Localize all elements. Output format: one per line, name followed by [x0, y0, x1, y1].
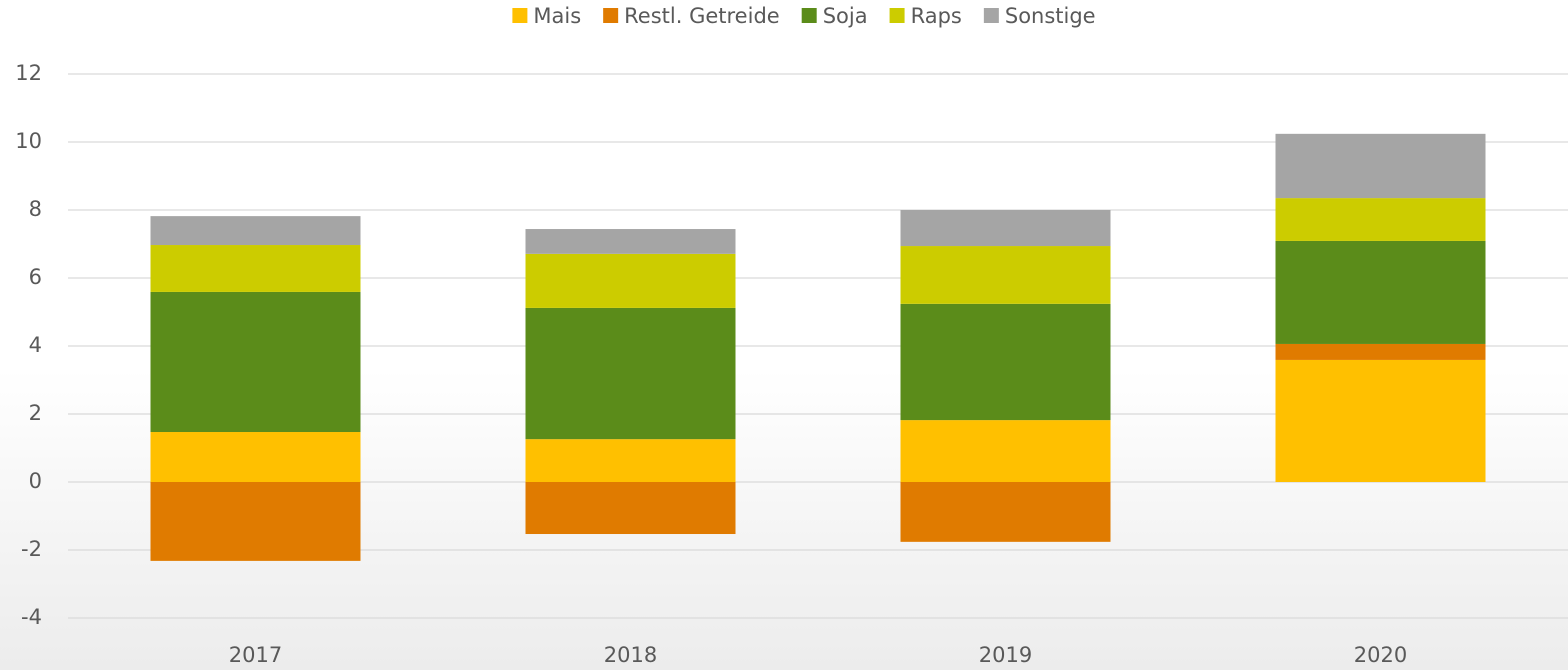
legend-swatch: [889, 8, 905, 23]
legend-swatch: [801, 8, 817, 23]
bar-segment: [1275, 240, 1486, 344]
legend-label: Raps: [911, 4, 962, 28]
bar-segment: [1275, 133, 1486, 199]
bar-segment: [525, 307, 736, 440]
y-tick-label: 2: [29, 401, 42, 425]
bar-segment: [900, 303, 1111, 421]
y-tick-label: 10: [15, 129, 42, 153]
bar-segment: [150, 291, 361, 433]
y-tick-label: 0: [29, 469, 42, 493]
y-tick-label: 4: [29, 333, 42, 357]
bar-segment: [150, 432, 361, 482]
bar-segment: [525, 482, 736, 535]
y-tick-label: 6: [29, 265, 42, 289]
x-tick-label: 2017: [229, 643, 282, 667]
bar-segment: [525, 229, 736, 254]
bar-segment: [1275, 359, 1486, 482]
bar-segment: [1275, 198, 1486, 241]
y-tick-label: -4: [21, 605, 42, 629]
bar-segment: [900, 210, 1111, 247]
y-tick-label: 8: [29, 197, 42, 221]
bar-segment: [900, 420, 1111, 482]
legend-swatch: [512, 8, 528, 23]
bar-segment: [150, 216, 361, 246]
legend-swatch: [983, 8, 999, 23]
bar-segment: [150, 245, 361, 292]
x-tick-label: 2019: [979, 643, 1032, 667]
y-tick-label: -2: [21, 537, 42, 561]
legend-swatch: [603, 8, 619, 23]
legend-label: Restl. Getreide: [624, 4, 780, 28]
y-tick-label: 12: [15, 61, 42, 85]
bar-segment: [900, 246, 1111, 304]
x-tick-label: 2018: [604, 643, 657, 667]
legend-label: Mais: [533, 4, 581, 28]
legend-label: Soja: [823, 4, 868, 28]
bar-segment: [1275, 343, 1486, 360]
bar-segment: [900, 482, 1111, 542]
legend-label: Sonstige: [1005, 4, 1096, 28]
bar-segment: [525, 253, 736, 308]
bar-segment: [150, 482, 361, 561]
bar-segment: [525, 439, 736, 482]
x-tick-label: 2020: [1354, 643, 1407, 667]
